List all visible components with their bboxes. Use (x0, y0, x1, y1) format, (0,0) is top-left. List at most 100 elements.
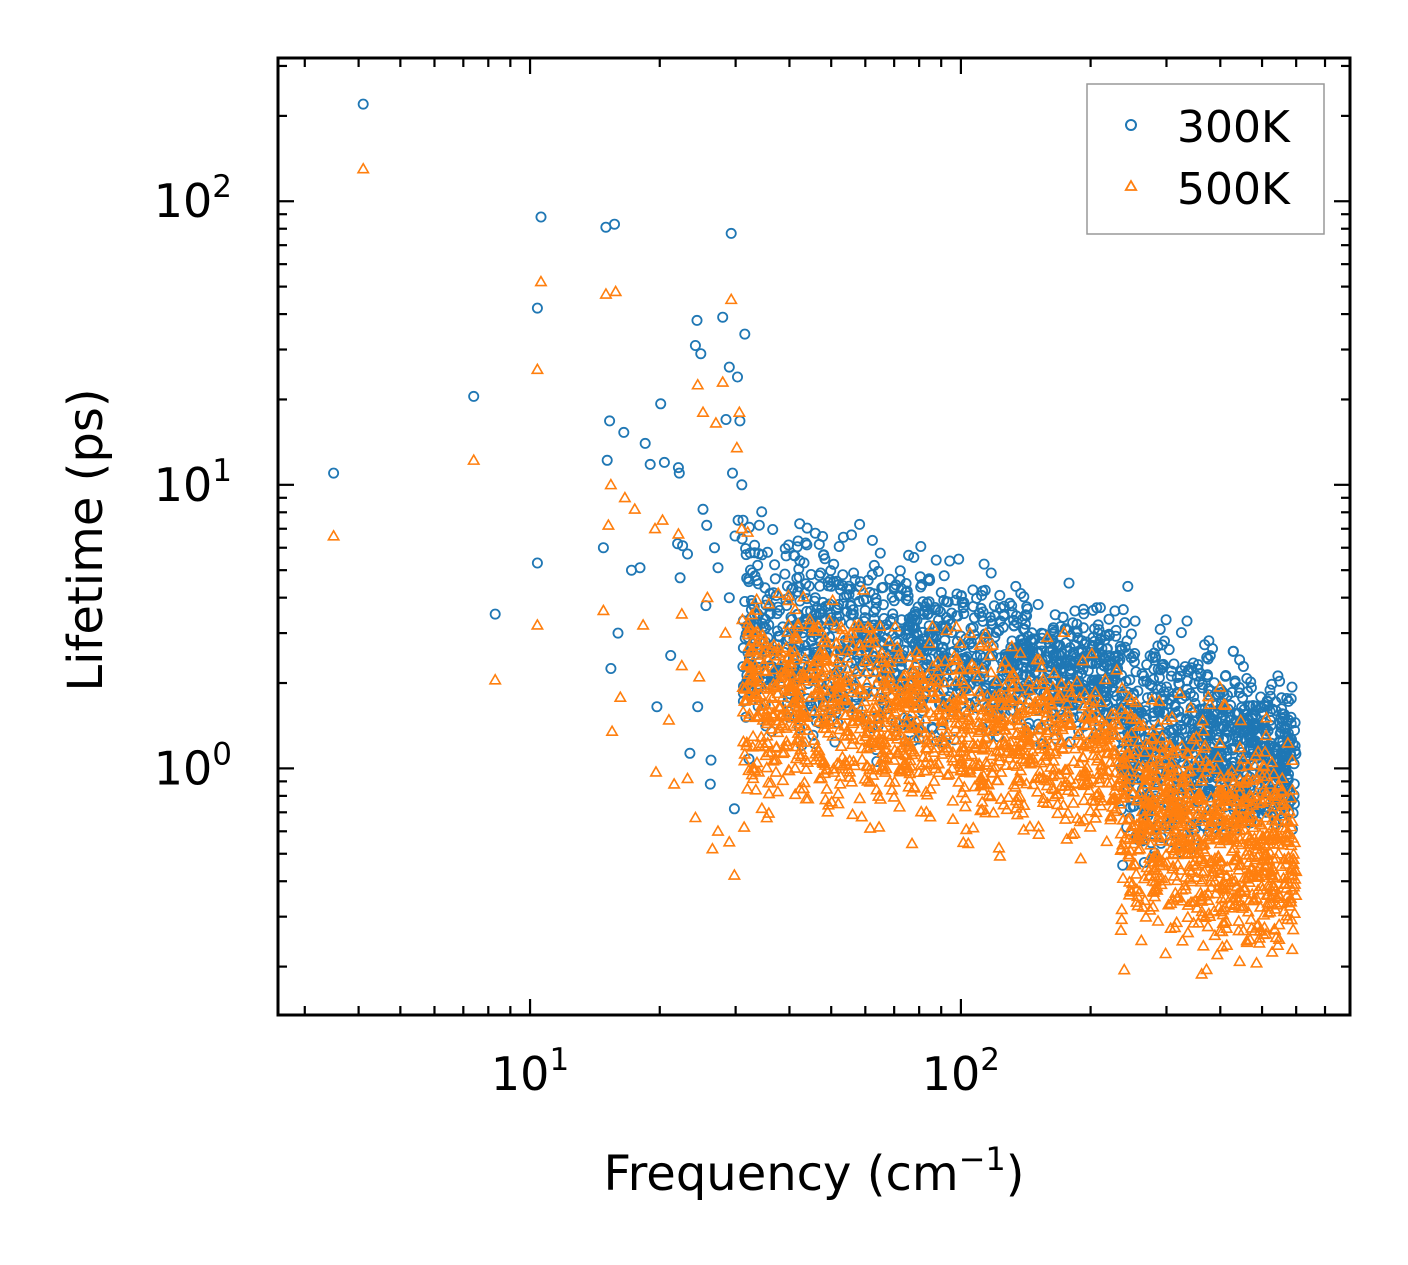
point-300k (1176, 665, 1188, 677)
point-500k (779, 721, 794, 733)
point-500k (798, 651, 812, 664)
point-300k (1154, 623, 1166, 635)
point-500k (1241, 905, 1255, 917)
point-500k (1119, 740, 1133, 753)
point-500k (1271, 847, 1286, 859)
point-500k (1284, 861, 1299, 873)
point-500k (1220, 869, 1234, 881)
point-500k (1144, 755, 1158, 768)
point-500k (1189, 758, 1203, 770)
point-500k (1225, 844, 1239, 856)
point-300k (1164, 694, 1176, 706)
point-500k (910, 701, 924, 713)
point-300k (535, 211, 547, 223)
point-300k (674, 572, 686, 584)
point-500k (1136, 833, 1151, 845)
point-500k (1253, 900, 1267, 912)
point-300k (828, 558, 840, 570)
point-300k (1213, 732, 1225, 744)
point-500k (1114, 827, 1128, 839)
point-500k (1057, 625, 1071, 637)
point-300k (1024, 671, 1036, 683)
point-500k (1207, 860, 1221, 872)
point-300k (1098, 659, 1110, 671)
point-500k (1171, 890, 1185, 902)
point-500k (766, 662, 781, 675)
point-500k (530, 362, 544, 375)
point-500k (788, 761, 802, 773)
point-500k (1086, 748, 1101, 761)
point-500k (771, 785, 785, 797)
point-500k (1209, 886, 1223, 899)
point-500k (1170, 744, 1184, 756)
point-500k (1184, 701, 1198, 713)
point-500k (613, 690, 627, 702)
point-500k (756, 713, 770, 725)
point-300k (877, 581, 889, 593)
point-500k (908, 656, 922, 668)
point-500k (762, 786, 776, 799)
point-500k (1040, 630, 1054, 643)
point-300k (609, 218, 621, 230)
point-500k (1055, 741, 1069, 753)
point-500k (1038, 742, 1052, 754)
point-500k (920, 763, 934, 776)
point-500k (914, 758, 928, 770)
point-300k (1192, 663, 1204, 675)
point-500k (983, 711, 997, 724)
point-500k (1174, 830, 1188, 842)
point-500k (1195, 909, 1209, 921)
point-500k (946, 754, 960, 766)
point-500k (759, 664, 774, 677)
point-300k (833, 610, 845, 622)
point-500k (1264, 865, 1278, 877)
point-500k (1030, 785, 1045, 797)
point-500k (1001, 790, 1016, 803)
point-300k (1018, 591, 1030, 603)
point-500k (825, 675, 839, 688)
point-500k (1256, 829, 1270, 842)
point-300k (1119, 617, 1131, 629)
point-500k (1159, 847, 1173, 860)
point-500k (972, 684, 987, 697)
point-500k (764, 776, 778, 788)
point-500k (812, 749, 826, 762)
point-500k (980, 758, 994, 770)
point-500k (1051, 806, 1065, 819)
point-500k (1280, 895, 1294, 908)
point-500k (1259, 927, 1273, 939)
point-300k (644, 458, 656, 470)
point-500k (1095, 714, 1109, 727)
point-500k (834, 680, 848, 692)
point-500k (1209, 831, 1224, 844)
point-500k (1192, 814, 1207, 826)
point-500k (1152, 694, 1166, 706)
point-500k (755, 801, 769, 814)
point-300k (1022, 603, 1034, 615)
point-500k (994, 792, 1008, 804)
point-500k (1240, 829, 1255, 841)
point-500k (923, 757, 937, 769)
point-500k (997, 710, 1011, 723)
point-500k (948, 722, 962, 734)
point-500k (772, 714, 786, 726)
x-tick-label: 102 (922, 1042, 1000, 1101)
point-500k (800, 710, 814, 722)
point-500k (954, 764, 968, 776)
point-500k (735, 521, 749, 534)
point-500k (1127, 828, 1141, 841)
point-500k (760, 811, 774, 823)
point-500k (1259, 728, 1273, 741)
point-500k (904, 706, 918, 718)
point-500k (757, 680, 771, 693)
point-500k (1055, 677, 1069, 689)
point-500k (1014, 774, 1028, 786)
point-300k (1141, 659, 1153, 671)
point-300k (673, 467, 685, 479)
point-300k (848, 567, 860, 579)
point-500k (974, 777, 988, 790)
point-500k (1165, 710, 1179, 722)
point-300k (1129, 615, 1141, 627)
point-300k (1006, 635, 1018, 647)
point-500k (1178, 882, 1193, 894)
